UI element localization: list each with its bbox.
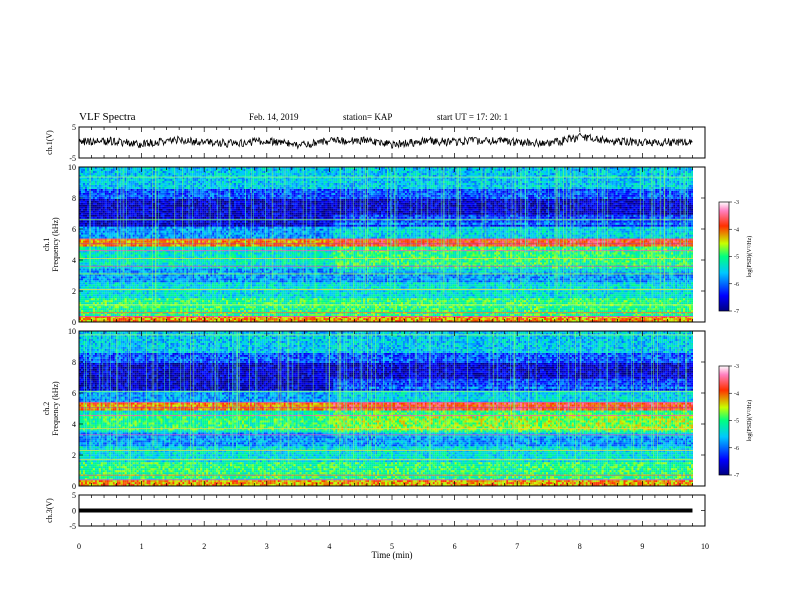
y-tick-label: 5 — [72, 123, 76, 132]
station-label: station= KAP — [343, 112, 392, 122]
y-tick-label: 6 — [72, 225, 76, 234]
colorbar-tick-label: -5 — [734, 419, 739, 425]
figure-title: VLF Spectra — [79, 111, 136, 123]
y-tick-label: 4 — [72, 256, 76, 265]
colorbar-tick-label: -3 — [734, 364, 739, 370]
y-tick-label: 10 — [68, 163, 76, 172]
spectrogram-blank-end — [693, 167, 705, 322]
colorbar-tick-label: -3 — [734, 200, 739, 206]
ch1-spec-ylabel-frequency: Frequency (kHz) — [51, 217, 60, 272]
x-tick-label: 6 — [453, 542, 457, 551]
x-tick-label: 7 — [515, 542, 519, 551]
ch2-spectrogram-panel — [79, 331, 705, 487]
colorbar-tick-label: -4 — [734, 227, 739, 233]
x-tick-label: 0 — [77, 542, 81, 551]
colorbar-tick-label: -7 — [734, 309, 739, 315]
y-tick-label: 0 — [72, 318, 76, 327]
y-tick-label: 8 — [72, 358, 76, 367]
ch1-waveform-ylabel: ch.1(V) — [45, 130, 54, 155]
date-label: Feb. 14, 2019 — [249, 112, 299, 122]
spectrogram-streaks — [89, 167, 688, 313]
colorbar-2 — [718, 365, 730, 476]
x-tick-label: 9 — [640, 542, 644, 551]
colorbar-tick-label: -5 — [734, 255, 739, 261]
colorbar-tick-label: -7 — [734, 473, 739, 479]
ch1-waveform-trace — [78, 132, 693, 150]
x-tick-label: 5 — [390, 542, 394, 551]
colorbar-label: log(PSD)(V²/Hz) — [746, 236, 753, 277]
x-tick-label: 2 — [202, 542, 206, 551]
spectrogram-blank-end — [693, 331, 705, 486]
spectrogram-lines — [79, 334, 693, 481]
spectrogram-streaks — [84, 331, 688, 478]
y-tick-label: -5 — [69, 154, 76, 163]
x-axis-label: Time (min) — [372, 550, 413, 560]
colorbar-tick-label: -6 — [734, 282, 739, 288]
colorbar-tick-label: -6 — [734, 446, 739, 452]
y-tick-label: 0 — [72, 482, 76, 491]
x-tick-label: 4 — [327, 542, 331, 551]
colorbars: -3 -4 -5 -6 -7 log(PSD)(V²/Hz) -3 -4 -5 -6 -7 log(P… — [718, 200, 753, 479]
x-tick-label: 1 — [140, 542, 144, 551]
x-tick-label: 8 — [578, 542, 582, 551]
ch3-waveform-ylabel: ch.3(V) — [45, 498, 54, 523]
y-tick-label: 2 — [72, 451, 76, 460]
y-tick-label: -5 — [69, 522, 76, 531]
ch2-spec-ylabel-frequency: Frequency (kHz) — [51, 381, 60, 436]
ch1-waveform-panel — [78, 132, 693, 150]
x-tick-label: 3 — [265, 542, 269, 551]
start-time-label: start UT = 17: 20: 1 — [437, 112, 508, 122]
colorbar-1 — [718, 201, 730, 312]
x-tick-label: 10 — [701, 542, 709, 551]
y-tick-label: 8 — [72, 194, 76, 203]
ch1-spec-ylabel-channel: ch.1 — [42, 238, 51, 252]
ch2-spec-ylabel-channel: ch.2 — [42, 402, 51, 416]
y-tick-label: 10 — [68, 327, 76, 336]
y-tick-label: 4 — [72, 420, 76, 429]
y-tick-label: 0 — [72, 507, 76, 516]
ch1-spectrogram-panel — [79, 167, 705, 323]
y-tick-label: 6 — [72, 389, 76, 398]
y-tick-label: 5 — [72, 491, 76, 500]
colorbar-tick-label: -4 — [734, 391, 739, 397]
y-tick-label: 2 — [72, 287, 76, 296]
colorbar-label: log(PSD)(V²/Hz) — [746, 400, 753, 441]
spectrogram-lines — [79, 176, 693, 318]
